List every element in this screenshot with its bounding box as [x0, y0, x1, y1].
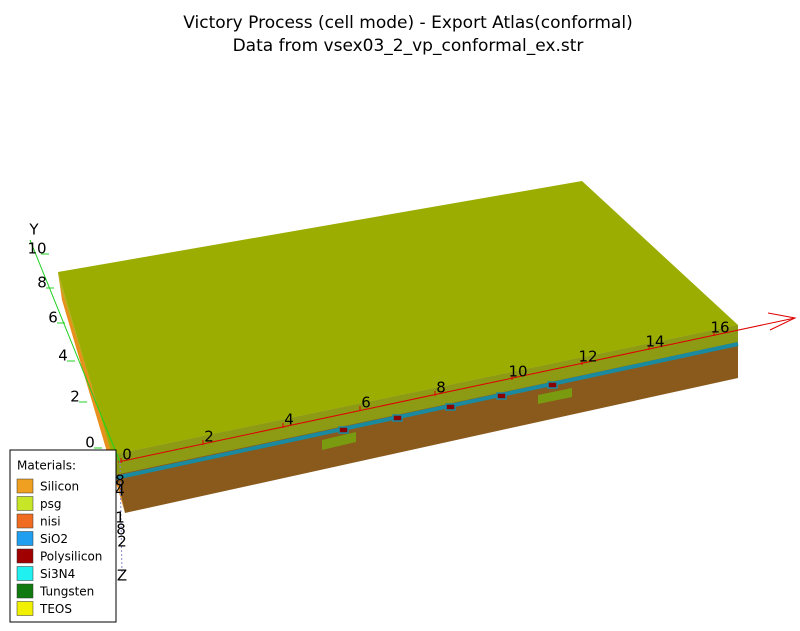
- y-tick-label: 0: [85, 434, 95, 452]
- y-axis: [29, 239, 121, 463]
- legend-label: SiO2: [40, 532, 68, 546]
- z-tick-label: 1: [115, 509, 125, 527]
- x-tick-label: 4: [284, 411, 294, 429]
- legend-swatch: [16, 513, 34, 529]
- y-axis-label: Y: [28, 221, 39, 239]
- legend-swatch: [16, 601, 34, 616]
- y-tick-label: 6: [48, 309, 58, 327]
- top-face: [58, 181, 738, 455]
- poly-gates: [322, 388, 572, 450]
- z-axis-label: Z: [117, 567, 127, 585]
- legend-swatch: [16, 548, 34, 564]
- x-axis: [117, 317, 796, 463]
- z-tick-label: 8: [115, 472, 125, 490]
- x-tick-label: 14: [645, 333, 664, 351]
- y-tick-label: 4: [58, 347, 68, 365]
- x-tick-label: 0: [122, 446, 132, 464]
- y-tick-label: 10: [27, 240, 46, 258]
- z-tick-label: 2: [117, 533, 127, 551]
- x-tick-label: 10: [508, 363, 527, 381]
- z-tick-label: 8: [116, 521, 126, 539]
- gate-marks: [338, 381, 558, 434]
- legend-title: Materials:: [17, 459, 76, 473]
- legend-label: nisi: [40, 515, 61, 529]
- legend-swatch: [16, 583, 34, 599]
- legend-label: Si3N4: [40, 567, 75, 581]
- legend-label: Tungsten: [39, 585, 94, 599]
- oxide-line: [114, 342, 739, 480]
- subtitle: Data from vsex03_2_vp_conformal_ex.str: [233, 36, 584, 56]
- z-axis: [119, 461, 123, 576]
- x-tick-label: 16: [710, 319, 729, 337]
- legend-label: TEOS: [39, 602, 72, 616]
- x-tick-label: 12: [578, 348, 597, 366]
- x-tick-label: 2: [204, 428, 214, 446]
- legend-label: Silicon: [40, 480, 79, 494]
- legend-swatch: [16, 566, 34, 581]
- legend-label: Polysilicon: [40, 550, 102, 564]
- x-tick-label: 8: [436, 379, 446, 397]
- y-tick-label: 8: [37, 274, 47, 292]
- legend-label: psg: [40, 497, 62, 511]
- y-tick-label: 2: [70, 388, 80, 406]
- legend-swatch: [16, 478, 34, 494]
- z-tick-label: 4: [115, 482, 125, 500]
- legend-swatch: [16, 496, 34, 511]
- title: Victory Process (cell mode) - Export Atl…: [183, 13, 632, 33]
- x-arrow: [767, 312, 797, 331]
- legend-swatch: [16, 531, 34, 546]
- x-tick-label: 6: [361, 394, 371, 412]
